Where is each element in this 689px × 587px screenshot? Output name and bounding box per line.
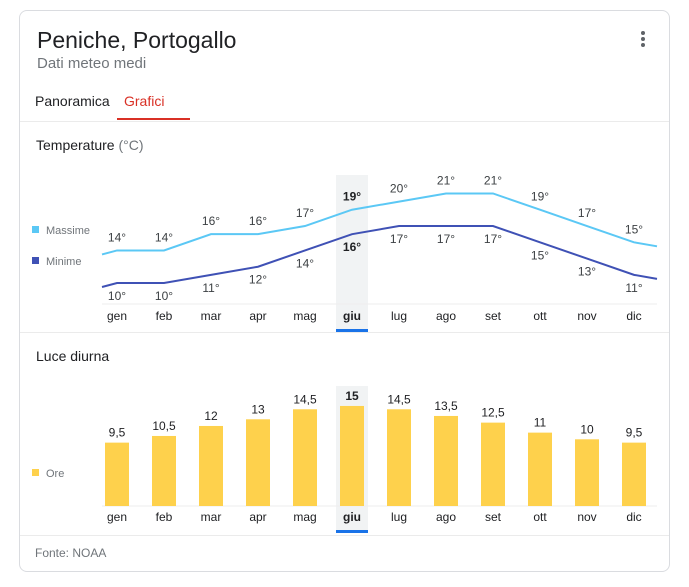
more-options-icon[interactable]: [637, 31, 649, 51]
daylight-bar: [199, 425, 223, 506]
month-label: nov: [577, 309, 596, 323]
legend-swatch: [32, 257, 39, 264]
max-temp-line: [101, 192, 658, 256]
month-label: lug: [391, 309, 407, 323]
daylight-value: 15: [345, 389, 359, 403]
legend-label: Ore: [46, 468, 64, 480]
max-temp-label: 19°: [343, 190, 361, 204]
highlight-underline: [336, 530, 368, 533]
max-temp-label: 21°: [437, 173, 455, 187]
month-label: apr: [249, 309, 266, 323]
daylight-value: 10,5: [152, 419, 176, 433]
daylight-bar: [622, 442, 646, 506]
month-label: gen: [107, 309, 127, 323]
daylight-value: 12: [204, 409, 218, 423]
daylight-bar: [434, 415, 458, 506]
daylight-bar: [293, 409, 317, 506]
month-label: giu: [343, 510, 361, 524]
month-label: dic: [626, 510, 641, 524]
min-temp-label: 16°: [343, 240, 361, 254]
min-temp-label: 11°: [625, 281, 642, 295]
min-temp-label: 14°: [296, 256, 314, 270]
daylight-value: 9,5: [109, 426, 126, 440]
month-label: mag: [293, 510, 316, 524]
max-temp-label: 17°: [578, 206, 596, 220]
daylight-value: 13,5: [434, 399, 458, 413]
divider: [20, 332, 669, 333]
month-label: dic: [626, 309, 641, 323]
legend-label: Massime: [46, 225, 90, 237]
min-temp-label: 10°: [108, 289, 126, 303]
subtitle: Dati meteo medi: [37, 55, 147, 72]
max-temp-label: 16°: [202, 214, 220, 228]
daylight-bar: [528, 432, 552, 506]
month-label: apr: [249, 510, 266, 524]
daylight-value: 14,5: [387, 392, 411, 406]
tab-grafici[interactable]: Grafici: [124, 93, 165, 109]
month-label: mar: [201, 309, 222, 323]
temperature-heading: Temperature (°C): [36, 137, 144, 153]
highlight-underline: [336, 329, 368, 332]
month-label: mag: [293, 309, 316, 323]
max-temp-label: 14°: [155, 230, 173, 244]
min-temp-line: [101, 225, 658, 288]
month-label: ago: [436, 309, 456, 323]
max-temp-label: 21°: [484, 173, 502, 187]
min-temp-label: 17°: [484, 232, 502, 246]
month-label: lug: [391, 510, 407, 524]
month-label: set: [485, 309, 502, 323]
min-temp-label: 10°: [155, 289, 173, 303]
max-temp-label: 16°: [249, 214, 267, 228]
month-label: ott: [533, 510, 547, 524]
legend-swatch: [32, 226, 39, 233]
min-temp-label: 12°: [249, 273, 267, 287]
max-temp-label: 20°: [390, 182, 408, 196]
tab-panoramica[interactable]: Panoramica: [35, 93, 110, 109]
min-temp-label: 15°: [531, 248, 549, 262]
weather-card: Peniche, Portogallo Dati meteo medi Pano…: [19, 10, 670, 572]
daylight-bar: [246, 419, 270, 506]
location-title: Peniche, Portogallo: [37, 27, 237, 53]
daylight-bar: [105, 442, 129, 506]
max-temp-label: 15°: [625, 222, 643, 236]
daylight-bar: [481, 422, 505, 506]
min-temp-label: 13°: [578, 265, 596, 279]
month-label: giu: [343, 309, 361, 323]
daylight-value: 14,5: [293, 392, 317, 406]
daylight-bar: [575, 439, 599, 506]
max-temp-label: 14°: [108, 230, 126, 244]
max-temp-label: 17°: [296, 206, 314, 220]
daylight-bar: [387, 409, 411, 506]
daylight-value: 11: [534, 416, 547, 430]
source-footer: Fonte: NOAA: [35, 546, 107, 560]
min-temp-label: 17°: [437, 232, 455, 246]
month-label: ott: [533, 309, 547, 323]
legend-label: Minime: [46, 256, 81, 268]
legend-swatch: [32, 469, 39, 476]
daylight-value: 10: [580, 422, 594, 436]
min-temp-label: 17°: [390, 232, 408, 246]
daylight-value: 12,5: [481, 406, 505, 420]
divider: [20, 535, 669, 536]
daylight-bar: [152, 435, 176, 506]
month-label: set: [485, 510, 502, 524]
month-label: ago: [436, 510, 456, 524]
month-label: gen: [107, 510, 127, 524]
divider: [20, 121, 669, 122]
month-label: feb: [156, 510, 173, 524]
daylight-heading: Luce diurna: [36, 348, 110, 364]
month-label: nov: [577, 510, 596, 524]
month-label: feb: [156, 309, 173, 323]
max-temp-label: 19°: [531, 190, 549, 204]
highlight-column: [336, 175, 368, 331]
month-label: mar: [201, 510, 222, 524]
daylight-value: 13: [251, 402, 265, 416]
min-temp-label: 11°: [202, 281, 219, 295]
active-tab-indicator: [117, 118, 190, 120]
daylight-bar: [340, 405, 364, 506]
daylight-value: 9,5: [626, 426, 643, 440]
